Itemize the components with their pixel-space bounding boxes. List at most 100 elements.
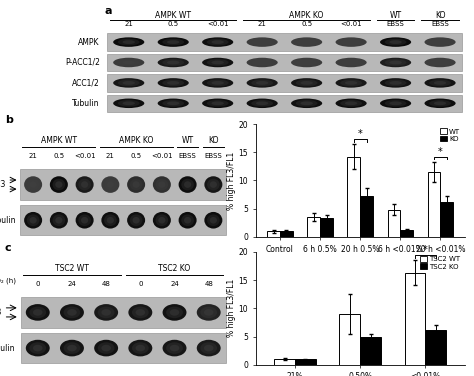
Ellipse shape <box>179 176 197 193</box>
Text: WT: WT <box>390 11 401 20</box>
Ellipse shape <box>162 59 184 66</box>
Bar <box>440 202 453 237</box>
Ellipse shape <box>296 80 318 86</box>
Ellipse shape <box>162 100 184 107</box>
Text: 0.5: 0.5 <box>301 21 312 27</box>
Text: *: * <box>438 147 443 156</box>
Text: *: * <box>423 245 428 255</box>
Ellipse shape <box>136 309 145 316</box>
Text: 21: 21 <box>106 153 115 159</box>
Ellipse shape <box>211 40 224 44</box>
Ellipse shape <box>122 40 135 44</box>
Ellipse shape <box>210 181 217 188</box>
Ellipse shape <box>197 340 221 356</box>
Ellipse shape <box>127 212 145 229</box>
Bar <box>107 95 462 112</box>
Bar <box>20 170 226 200</box>
Text: AMPK KO: AMPK KO <box>290 11 324 20</box>
Ellipse shape <box>118 80 140 86</box>
Ellipse shape <box>251 39 273 45</box>
Ellipse shape <box>128 340 152 356</box>
Ellipse shape <box>122 61 135 64</box>
Ellipse shape <box>64 306 80 318</box>
Ellipse shape <box>211 81 224 85</box>
Ellipse shape <box>53 179 65 190</box>
Text: <0.01: <0.01 <box>340 21 362 27</box>
Ellipse shape <box>246 78 278 88</box>
Ellipse shape <box>202 37 233 47</box>
Ellipse shape <box>27 214 39 226</box>
Ellipse shape <box>256 81 268 85</box>
Text: 21: 21 <box>258 21 266 27</box>
Ellipse shape <box>197 304 221 321</box>
Text: b: b <box>5 115 13 125</box>
Ellipse shape <box>118 39 140 45</box>
Ellipse shape <box>167 40 180 44</box>
Ellipse shape <box>434 102 447 105</box>
Ellipse shape <box>167 102 180 105</box>
Legend: WT, KO: WT, KO <box>439 127 461 143</box>
Ellipse shape <box>425 99 456 108</box>
Text: 48: 48 <box>102 281 110 287</box>
Ellipse shape <box>113 37 144 47</box>
Ellipse shape <box>130 214 142 226</box>
Ellipse shape <box>336 78 367 88</box>
Ellipse shape <box>296 59 318 66</box>
Text: 0.5: 0.5 <box>168 21 179 27</box>
Ellipse shape <box>425 58 456 67</box>
Ellipse shape <box>389 102 402 105</box>
Ellipse shape <box>170 345 179 352</box>
Ellipse shape <box>55 217 63 224</box>
Text: 24: 24 <box>68 281 76 287</box>
Ellipse shape <box>78 214 91 226</box>
Ellipse shape <box>33 345 43 352</box>
Ellipse shape <box>167 61 180 64</box>
Ellipse shape <box>380 37 411 47</box>
Ellipse shape <box>29 181 36 188</box>
Text: 0.5: 0.5 <box>130 153 142 159</box>
Text: 0.5: 0.5 <box>53 153 64 159</box>
Bar <box>21 333 226 363</box>
Ellipse shape <box>207 80 228 86</box>
Ellipse shape <box>163 304 186 321</box>
Ellipse shape <box>181 214 194 226</box>
Text: AMPK: AMPK <box>78 38 100 47</box>
Text: TSC2 WT: TSC2 WT <box>55 264 89 273</box>
Ellipse shape <box>207 59 228 66</box>
Ellipse shape <box>385 59 407 66</box>
Text: 21: 21 <box>124 21 133 27</box>
Ellipse shape <box>336 99 367 108</box>
Text: AMPK WT: AMPK WT <box>41 136 77 145</box>
Ellipse shape <box>434 61 447 64</box>
Ellipse shape <box>246 99 278 108</box>
Text: 0: 0 <box>36 281 40 287</box>
Ellipse shape <box>429 100 451 107</box>
Text: c: c <box>5 243 11 253</box>
Ellipse shape <box>380 99 411 108</box>
Ellipse shape <box>113 58 144 67</box>
Ellipse shape <box>133 181 140 188</box>
Ellipse shape <box>246 37 278 47</box>
Text: Tubulin: Tubulin <box>0 344 16 353</box>
Bar <box>404 273 425 365</box>
Ellipse shape <box>166 306 183 318</box>
Ellipse shape <box>118 59 140 66</box>
Ellipse shape <box>29 217 36 224</box>
Ellipse shape <box>26 304 50 321</box>
Ellipse shape <box>26 340 50 356</box>
Text: 0: 0 <box>138 281 143 287</box>
Ellipse shape <box>291 58 322 67</box>
Bar <box>107 74 462 91</box>
Text: KO: KO <box>435 11 445 20</box>
Ellipse shape <box>429 39 451 45</box>
Ellipse shape <box>158 181 165 188</box>
Text: *: * <box>358 129 363 139</box>
Text: Tubulin: Tubulin <box>73 99 100 108</box>
Ellipse shape <box>29 306 46 318</box>
Ellipse shape <box>104 214 117 226</box>
Text: AMPK KO: AMPK KO <box>119 136 153 145</box>
Bar <box>20 205 226 235</box>
Ellipse shape <box>301 61 313 64</box>
Ellipse shape <box>155 179 168 190</box>
Text: 24: 24 <box>170 281 179 287</box>
